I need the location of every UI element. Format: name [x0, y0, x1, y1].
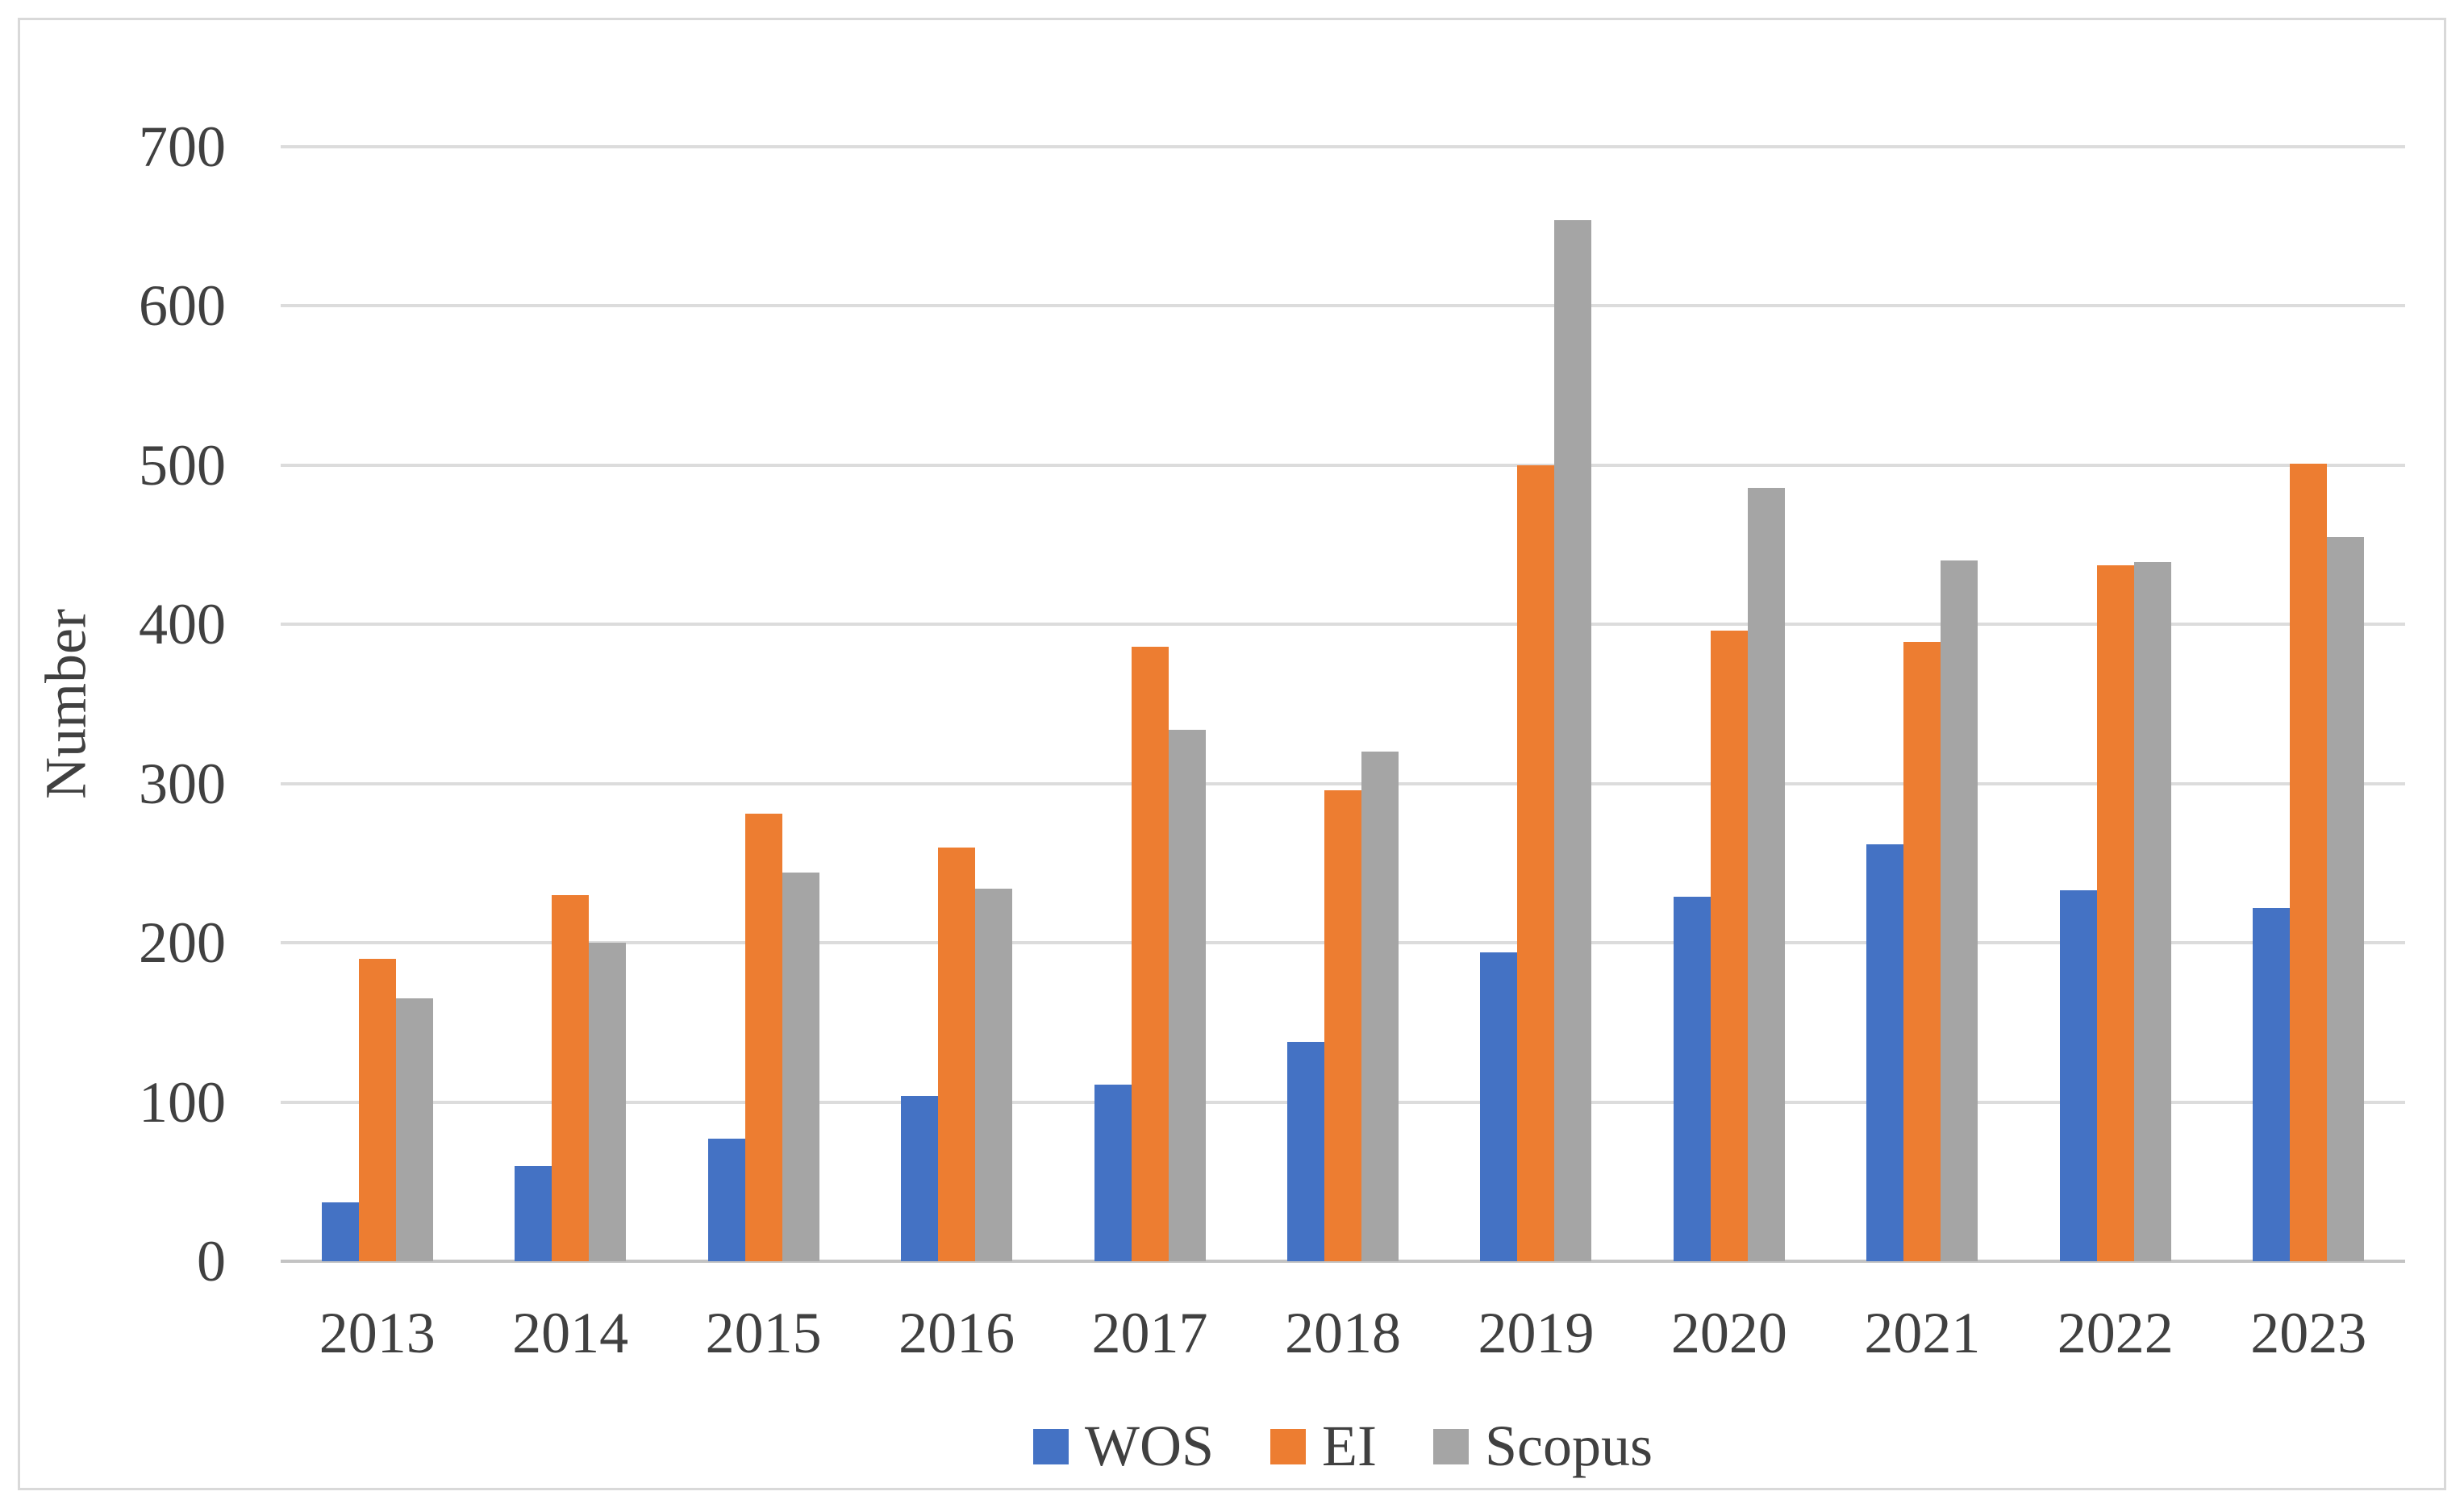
bar-wos-2020 [1673, 896, 1711, 1261]
bar-ei-2013 [358, 958, 396, 1261]
x-tick-label-2018: 2018 [1284, 1301, 1401, 1365]
bar-ei-2021 [1903, 642, 1941, 1261]
bar-group-2015 [667, 147, 860, 1261]
bar-scopus-2023 [2327, 536, 2365, 1261]
y-tick-label-700: 700 [139, 115, 226, 179]
bar-scopus-2020 [1747, 487, 1785, 1261]
bar-scopus-2019 [1554, 219, 1592, 1261]
bar-ei-2020 [1710, 631, 1748, 1261]
x-tick-label-2014: 2014 [512, 1301, 629, 1365]
bar-wos-2019 [1480, 952, 1518, 1261]
y-tick-label-0: 0 [197, 1229, 226, 1293]
x-tick-label-2016: 2016 [898, 1301, 1015, 1365]
bar-scopus-2013 [395, 998, 433, 1261]
y-tick-label-500: 500 [139, 432, 226, 498]
bar-group-2018 [1246, 147, 1439, 1261]
bar-scopus-2018 [1361, 752, 1399, 1261]
bar-wos-2014 [515, 1165, 552, 1261]
x-tick-label-2020: 2020 [1670, 1301, 1787, 1365]
bar-ei-2016 [938, 847, 976, 1261]
legend-swatch-ei [1270, 1428, 1306, 1464]
y-tick-label-400: 400 [139, 592, 226, 657]
bar-ei-2015 [744, 814, 782, 1261]
legend-swatch-wos [1033, 1428, 1069, 1464]
legend: WOS EI Scopus [281, 1413, 2405, 1480]
bar-scopus-2016 [975, 889, 1013, 1261]
x-tick-label-2019: 2019 [1478, 1301, 1595, 1365]
legend-label-scopus: Scopus [1484, 1414, 1653, 1478]
bar-wos-2022 [2059, 890, 2097, 1261]
x-tick-label-2015: 2015 [705, 1301, 822, 1365]
legend-item-scopus: Scopus [1432, 1413, 1653, 1480]
bar-scopus-2017 [1168, 729, 1206, 1261]
x-axis-tick-labels: 2013 2014 2015 2016 2017 2018 2019 2020 2021 2022… [281, 1300, 2405, 1367]
gridline-700 [281, 145, 2405, 148]
bar-wos-2013 [321, 1202, 359, 1261]
bar-group-2014 [473, 147, 666, 1261]
bar-wos-2015 [707, 1138, 745, 1261]
y-tick-label-300: 300 [139, 751, 226, 816]
bar-wos-2023 [2253, 907, 2291, 1261]
bar-ei-2019 [1517, 464, 1555, 1261]
bar-wos-2016 [901, 1095, 939, 1261]
bar-ei-2014 [552, 894, 590, 1261]
y-tick-label-100: 100 [139, 1069, 226, 1135]
gridline-300 [281, 781, 2405, 785]
bar-group-2017 [1053, 147, 1246, 1261]
x-tick-label-2017: 2017 [1091, 1301, 1208, 1365]
bar-group-2023 [2212, 147, 2405, 1261]
bar-ei-2022 [2096, 565, 2134, 1261]
legend-item-wos: WOS [1033, 1413, 1214, 1480]
x-tick-label-2013: 2013 [319, 1301, 436, 1365]
bar-scopus-2015 [782, 873, 819, 1261]
bar-scopus-2014 [589, 943, 627, 1261]
legend-label-ei: EI [1322, 1414, 1377, 1478]
bar-group-2022 [2019, 147, 2212, 1261]
gridline-500 [281, 463, 2405, 467]
x-tick-label-2023: 2023 [2250, 1301, 2367, 1365]
bar-group-2020 [1632, 147, 1825, 1261]
bar-ei-2017 [1131, 646, 1169, 1261]
bar-wos-2021 [1866, 844, 1904, 1261]
gridline-400 [281, 623, 2405, 627]
bar-ei-2018 [1324, 789, 1361, 1261]
bar-group-2016 [860, 147, 1053, 1261]
legend-swatch-scopus [1432, 1428, 1469, 1464]
legend-label-wos: WOS [1085, 1414, 1214, 1478]
x-tick-label-2021: 2021 [1864, 1301, 1981, 1365]
x-tick-label-2022: 2022 [2057, 1301, 2174, 1365]
gridline-0 [281, 1260, 2405, 1263]
bar-group-2019 [1440, 147, 1632, 1261]
plot-area [281, 145, 2405, 1263]
bar-wos-2017 [1094, 1084, 1132, 1261]
legend-item-ei: EI [1270, 1413, 1377, 1480]
y-tick-label-600: 600 [139, 273, 226, 339]
gridline-600 [281, 304, 2405, 308]
y-tick-label-200: 200 [139, 910, 226, 976]
bar-group-2021 [1826, 147, 2019, 1261]
bar-ei-2023 [2290, 463, 2328, 1261]
bar-scopus-2021 [1941, 560, 1978, 1261]
bar-groups [281, 147, 2405, 1261]
bar-group-2013 [281, 147, 473, 1261]
bar-wos-2018 [1286, 1041, 1324, 1261]
bar-scopus-2022 [2133, 562, 2171, 1261]
